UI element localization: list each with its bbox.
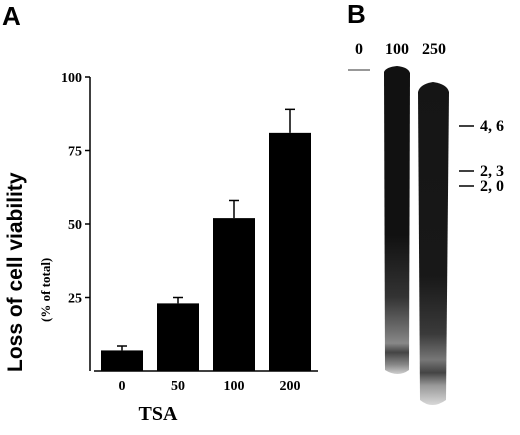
lane-label: 0 [355, 41, 363, 58]
bar [157, 303, 199, 371]
bar [269, 132, 311, 371]
y-axis-label: Loss of cell viability [4, 172, 27, 372]
y-tick-label: 25 [68, 292, 82, 307]
x-tick-label: 0 [119, 379, 126, 394]
bar [213, 218, 255, 371]
gel-image [348, 66, 449, 405]
size-markers: 4, 6 2, 32, 0 [459, 118, 504, 195]
y-axis-sublabel: (% of total) [38, 258, 53, 322]
y-tick-label: 100 [61, 71, 82, 86]
lane-label: 250 [422, 41, 446, 58]
x-tick-label: 100 [224, 379, 245, 394]
panel-a-label: A [2, 1, 21, 31]
x-axis-label: TSA [139, 403, 178, 425]
lane-label: 100 [385, 41, 409, 58]
marker-label: 2, 0 [480, 178, 504, 195]
x-tick-label: 50 [171, 379, 185, 394]
y-tick-label: 50 [68, 218, 82, 233]
lane-250-smear [418, 82, 449, 405]
lane-labels: 0 100 250 [355, 41, 446, 58]
bar-chart: 25 50 75 100 0 50 100 200 [61, 71, 318, 394]
panel-b-label: B [347, 0, 366, 29]
x-tick-label: 200 [280, 379, 301, 394]
marker-label: 2, 3 [480, 163, 504, 180]
marker-label: 4, 6 [480, 118, 504, 135]
lane-100-smear [384, 66, 410, 374]
y-tick-label: 75 [68, 145, 82, 160]
bar [101, 350, 143, 371]
